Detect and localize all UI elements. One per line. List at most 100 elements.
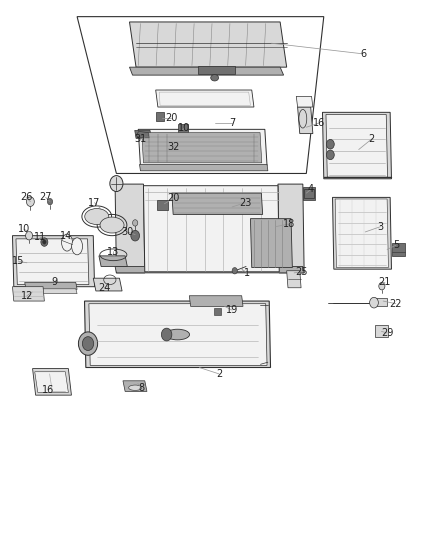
Bar [392,243,405,256]
Polygon shape [335,199,389,268]
Polygon shape [251,219,292,268]
Text: 27: 27 [39,192,52,203]
Text: 16: 16 [313,118,325,128]
Text: 11: 11 [34,232,46,243]
Text: 4: 4 [307,184,314,195]
Circle shape [326,150,334,160]
Circle shape [379,282,385,290]
Polygon shape [140,165,268,171]
Polygon shape [16,239,89,285]
Ellipse shape [166,329,190,340]
Circle shape [326,140,334,149]
Polygon shape [297,107,313,134]
Circle shape [41,238,48,246]
Text: 29: 29 [381,328,393,338]
Circle shape [26,197,34,206]
Text: 7: 7 [229,118,235,128]
Ellipse shape [85,208,109,224]
Polygon shape [138,130,267,165]
Circle shape [161,328,172,341]
Polygon shape [85,301,271,368]
Text: 32: 32 [167,142,179,152]
Text: 3: 3 [378,222,384,232]
Polygon shape [25,282,77,289]
Circle shape [47,198,53,205]
Bar [198,66,235,74]
Bar [374,298,387,306]
Polygon shape [130,22,287,67]
Text: 14: 14 [60,231,72,241]
Ellipse shape [72,238,82,255]
Circle shape [82,337,94,351]
Ellipse shape [100,217,124,233]
Polygon shape [142,133,262,163]
Circle shape [42,240,46,244]
Text: 24: 24 [99,283,111,293]
Circle shape [110,175,123,191]
Text: 25: 25 [296,267,308,277]
Polygon shape [287,271,301,288]
Polygon shape [130,67,284,75]
Text: 21: 21 [379,278,391,287]
Polygon shape [189,296,243,306]
Bar [178,124,187,134]
Ellipse shape [62,234,73,251]
Text: 12: 12 [21,290,33,301]
Circle shape [25,231,32,240]
Circle shape [370,297,378,308]
Polygon shape [99,256,127,266]
Polygon shape [296,96,313,107]
Polygon shape [136,132,149,138]
Text: 16: 16 [42,385,54,395]
Text: 31: 31 [134,134,147,144]
Circle shape [78,332,98,356]
Text: 26: 26 [20,192,32,203]
Polygon shape [155,90,254,107]
Polygon shape [332,197,392,269]
Bar [214,308,221,316]
Polygon shape [25,289,77,294]
Text: 19: 19 [226,305,238,315]
Polygon shape [123,381,147,391]
Polygon shape [144,185,279,272]
Text: 2: 2 [369,134,375,144]
Text: 6: 6 [360,49,366,59]
Text: 2: 2 [216,369,222,379]
Circle shape [133,220,138,226]
Polygon shape [12,236,95,287]
Polygon shape [303,187,315,199]
Text: 9: 9 [51,278,57,287]
Polygon shape [89,304,267,366]
Text: 10: 10 [18,224,30,235]
Ellipse shape [211,75,219,81]
Polygon shape [32,368,71,395]
Polygon shape [12,287,44,301]
Polygon shape [35,372,68,392]
Polygon shape [322,112,392,179]
Text: 22: 22 [389,298,402,309]
Text: 13: 13 [107,247,120,256]
Polygon shape [135,131,151,139]
Circle shape [232,268,237,274]
Text: 15: 15 [12,256,25,266]
Bar [304,189,314,198]
Polygon shape [278,184,304,273]
Text: 17: 17 [88,198,101,208]
Polygon shape [115,184,145,273]
Text: 23: 23 [239,198,251,208]
Bar [157,199,168,210]
Bar [157,136,181,146]
Text: 20: 20 [165,112,177,123]
Polygon shape [93,278,122,291]
Text: 18: 18 [283,219,295,229]
Polygon shape [172,193,263,214]
Text: 1: 1 [244,268,251,278]
Text: 10: 10 [178,123,190,133]
Polygon shape [115,266,304,273]
Text: 8: 8 [138,383,145,393]
Ellipse shape [129,385,142,390]
Circle shape [131,230,140,241]
Bar [155,112,164,121]
Polygon shape [326,115,388,177]
Text: 20: 20 [167,193,179,204]
